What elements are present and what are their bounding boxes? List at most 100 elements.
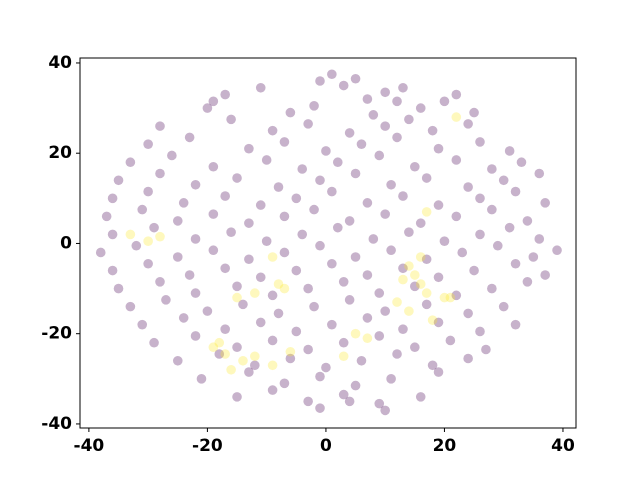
- scatter-point: [522, 216, 533, 226]
- scatter-point: [415, 392, 426, 402]
- scatter-point: [475, 326, 485, 337]
- scatter-point: [386, 374, 396, 384]
- scatter-point: [492, 240, 503, 251]
- scatter-point: [344, 216, 355, 226]
- scatter-point: [433, 317, 444, 328]
- scatter-point: [457, 247, 468, 258]
- scatter-point: [386, 245, 396, 256]
- scatter-point: [315, 403, 325, 413]
- scatter-point: [534, 168, 545, 179]
- y-tick-label: -20: [41, 324, 72, 344]
- scatter-point: [238, 299, 248, 310]
- scatter-point: [125, 301, 136, 312]
- scatter-point: [350, 328, 361, 339]
- scatter-point: [451, 155, 462, 165]
- scatter-point: [356, 355, 367, 366]
- scatter-point: [143, 139, 153, 149]
- scatter-point: [451, 89, 462, 100]
- scatter-point: [172, 252, 183, 262]
- scatter-point: [469, 107, 479, 118]
- scatter-point: [107, 265, 118, 276]
- scatter-point: [421, 207, 432, 217]
- scatter-point: [190, 234, 201, 244]
- scatter-point: [392, 96, 402, 107]
- scatter-point: [498, 175, 509, 186]
- scatter-point: [398, 191, 408, 201]
- scatter-point: [463, 182, 473, 192]
- scatter-point: [125, 229, 136, 240]
- scatter-point: [332, 157, 343, 168]
- scatter-point: [172, 355, 183, 366]
- scatter-point: [487, 164, 497, 174]
- scatter-point: [255, 272, 266, 283]
- scatter-point: [356, 139, 367, 149]
- scatter-point: [172, 216, 183, 226]
- scatter-point: [244, 218, 254, 228]
- scatter-point: [398, 324, 408, 334]
- scatter-point: [344, 295, 355, 305]
- scatter-point: [137, 319, 148, 330]
- scatter-point: [279, 137, 290, 147]
- scatter-point: [380, 405, 390, 416]
- scatter-point: [303, 396, 313, 407]
- scatter-point: [415, 252, 426, 262]
- scatter-point: [421, 288, 432, 298]
- scatter-point: [291, 265, 302, 276]
- scatter-point: [232, 392, 242, 402]
- scatter-point: [404, 261, 414, 271]
- scatter-point: [415, 279, 426, 289]
- scatter-point: [297, 229, 308, 240]
- scatter-point: [161, 295, 171, 305]
- scatter-point: [255, 200, 266, 210]
- scatter-point: [487, 283, 497, 294]
- scatter-point: [487, 204, 497, 215]
- x-tick-label: 20: [433, 436, 457, 456]
- scatter-point: [291, 193, 302, 204]
- scatter-point: [315, 371, 325, 382]
- scatter-point: [214, 337, 225, 348]
- scatter-point: [149, 222, 159, 233]
- scatter-point: [220, 349, 230, 359]
- scatter-point: [261, 155, 272, 165]
- scatter-point: [309, 204, 319, 215]
- scatter-point: [421, 299, 432, 310]
- scatter-point: [374, 398, 385, 409]
- scatter-point: [421, 173, 432, 183]
- scatter-point: [267, 360, 278, 371]
- scatter-point: [362, 270, 373, 280]
- scatter-point: [386, 179, 396, 190]
- scatter-point: [125, 157, 136, 168]
- scatter-point: [380, 87, 390, 98]
- scatter-point: [439, 96, 450, 107]
- scatter-point: [220, 324, 230, 334]
- scatter-point: [315, 175, 325, 186]
- scatter-point: [380, 209, 390, 219]
- scatter-point: [113, 175, 124, 186]
- scatter-point: [374, 150, 385, 161]
- scatter-point: [143, 258, 153, 269]
- scatter-point: [433, 272, 444, 283]
- scatter-point: [232, 342, 242, 353]
- scatter-point: [202, 103, 213, 113]
- scatter-point: [404, 306, 414, 316]
- scatter-point: [232, 173, 242, 183]
- scatter-point: [398, 263, 408, 274]
- scatter-point: [291, 326, 302, 337]
- scatter-point: [510, 319, 521, 330]
- scatter-point: [315, 240, 325, 251]
- scatter-point: [368, 234, 379, 244]
- scatter-point: [261, 236, 272, 246]
- scatter-point: [433, 367, 444, 377]
- scatter-point: [451, 211, 462, 222]
- scatter-point: [244, 367, 254, 377]
- scatter-point: [552, 245, 562, 256]
- scatter-point: [463, 308, 473, 319]
- x-tick-label: 0: [320, 436, 332, 456]
- scatter-point: [368, 110, 379, 120]
- scatter-point: [404, 114, 414, 125]
- scatter-point: [196, 374, 207, 384]
- scatter-point: [398, 82, 408, 93]
- scatter-point: [279, 247, 290, 258]
- scatter-point: [226, 364, 236, 375]
